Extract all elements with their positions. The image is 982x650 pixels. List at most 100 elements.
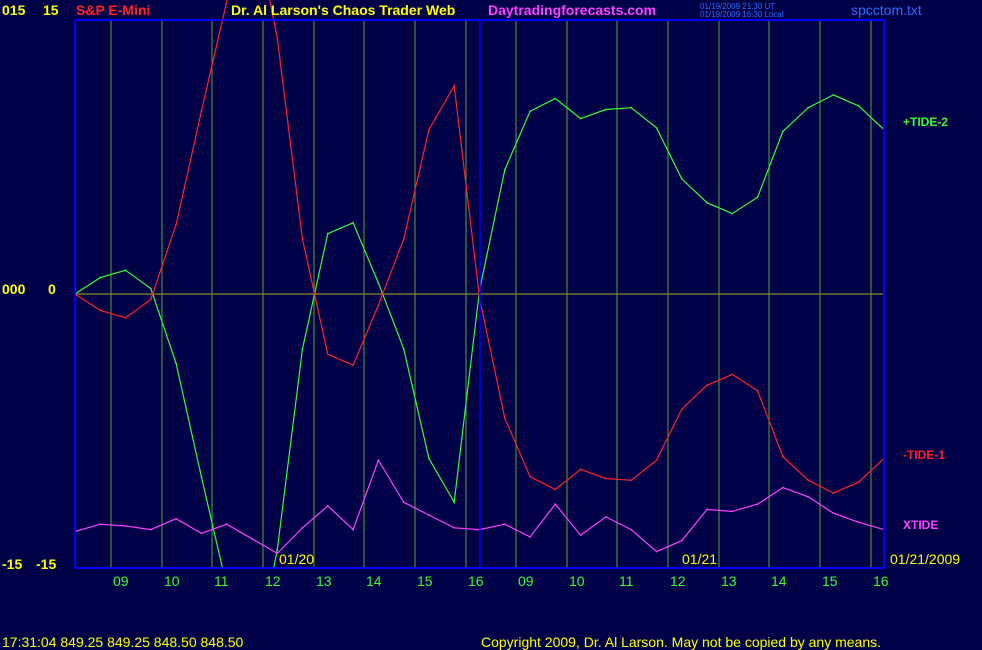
series-3-point-14 (428, 514, 430, 516)
series-3-point-20 (579, 534, 582, 536)
timestamp-local: 01/19/2009 16:30 Local (700, 10, 784, 19)
series-3-point-19 (554, 503, 557, 505)
series-2-point-1 (99, 309, 102, 312)
data-filename: spcctom.txt (851, 2, 922, 18)
series-2-point-14 (428, 128, 430, 131)
date-label-day2: 01/21 (682, 551, 718, 567)
x-tick-label-13: 14 (771, 573, 787, 589)
series-2-point-31 (857, 481, 860, 483)
series-2-point-15 (453, 84, 456, 87)
series-1-point-27 (756, 196, 759, 199)
series-3-point-28 (782, 486, 784, 489)
series-3-point-31 (857, 521, 860, 524)
x-tick-label-0: 09 (113, 573, 129, 589)
x-tick-label-5: 14 (366, 573, 382, 589)
series-3-point-18 (529, 536, 531, 538)
series-1-point-19 (554, 97, 557, 100)
series-3-point-11 (352, 528, 354, 531)
series-3-point-2 (124, 525, 127, 527)
legend-tide1: -TIDE-1 (903, 448, 945, 462)
series-1-point-30 (832, 94, 835, 96)
x-tick-label-9: 10 (569, 573, 585, 589)
series-3-point-24 (680, 539, 683, 542)
series-1-point-17 (503, 168, 506, 171)
series-3-point-6 (225, 523, 228, 526)
series-2-point-29 (807, 479, 810, 482)
series-3-point-3 (149, 528, 152, 531)
series-2-point-19 (554, 488, 557, 491)
series-2-point-21 (605, 477, 607, 480)
series-3-point-1 (99, 523, 102, 526)
series-2-point-8 (276, 37, 279, 40)
x-tick-label-10: 11 (619, 573, 634, 589)
series-3-point-8 (276, 552, 279, 555)
series-3-point-9 (301, 526, 304, 529)
series-2-point-25 (706, 384, 708, 387)
series-3-point-12 (377, 459, 380, 462)
legend-xtide: XTIDE (903, 518, 939, 532)
series-3-point-10 (326, 505, 329, 507)
series-1-point-2 (124, 269, 127, 272)
series-1-point-28 (782, 130, 784, 133)
instrument-title: S&P E-Mini (76, 2, 151, 18)
series-1-point-13 (402, 347, 405, 350)
header-left-value-a: 015 (2, 2, 26, 18)
series-2-point-30 (832, 492, 835, 494)
series-2-point-22 (630, 479, 633, 482)
series-2-point-26 (731, 373, 734, 376)
x-tick-label-12: 13 (721, 573, 737, 589)
series-3-point-27 (756, 503, 759, 505)
series-2-point-9 (301, 238, 304, 241)
series-2-point-27 (756, 389, 759, 392)
series-2-point-18 (529, 475, 531, 478)
series-2-point-4 (175, 223, 178, 226)
series-2-point-12 (377, 304, 380, 306)
y-label-zero-b: 0 (48, 281, 56, 297)
series-3-point-26 (731, 510, 734, 513)
series-1-point-8 (276, 548, 279, 551)
series-1-point-15 (453, 501, 456, 504)
x-tick-labels: 09 10 11 12 13 14 15 16 09 10 11 12 13 14 15 16 (113, 573, 889, 589)
series-2-point-13 (402, 238, 405, 241)
series-2-point-3 (149, 298, 152, 301)
series-3-point-30 (832, 512, 835, 515)
date-label-end: 01/21/2009 (890, 551, 961, 567)
series-2-point-28 (782, 455, 784, 458)
x-tick-label-2: 11 (214, 573, 229, 589)
series-3-point-13 (402, 501, 405, 504)
x-tick-label-4: 13 (316, 573, 332, 589)
series-1-point-23 (655, 126, 658, 129)
x-tick-label-7: 16 (468, 573, 484, 589)
series-1-point-21 (605, 108, 607, 111)
date-label-day1: 01/20 (279, 551, 315, 567)
series-2-point-2 (124, 316, 127, 319)
legend-tide2: +TIDE-2 (903, 115, 949, 129)
x-tick-label-1: 10 (164, 573, 180, 589)
series-1-point-29 (807, 106, 810, 109)
series-3-point-25 (706, 508, 708, 511)
series-1-point-25 (706, 201, 708, 204)
x-tick-label-3: 12 (265, 573, 281, 589)
series-1-point-31 (857, 105, 860, 107)
series-3-point-7 (251, 537, 253, 540)
site-title: Dr. Al Larson's Chaos Trader Web (231, 2, 456, 18)
y-label-zero-a: 000 (2, 281, 26, 297)
x-tick-label-6: 15 (417, 573, 433, 589)
x-tick-label-11: 12 (670, 573, 686, 589)
series-3-point-17 (503, 523, 506, 526)
series-1-point-4 (175, 362, 178, 365)
series-3-point-29 (807, 495, 810, 498)
y-label-bottom-b: -15 (36, 556, 57, 572)
series-3-point-21 (605, 516, 607, 518)
series-1-point-5 (200, 475, 203, 478)
series-1-point-24 (680, 178, 683, 180)
price-quote: 17:31:04 849.25 849.25 848.50 848.50 (2, 634, 244, 650)
series-2-point-6 (225, 0, 228, 3)
series-2-point-20 (579, 468, 582, 471)
series-1-point-12 (377, 282, 380, 284)
series-3-point-4 (175, 517, 178, 520)
series-2-point-24 (680, 408, 683, 410)
series-1-point-10 (326, 232, 329, 235)
series-2-point-23 (655, 459, 658, 462)
